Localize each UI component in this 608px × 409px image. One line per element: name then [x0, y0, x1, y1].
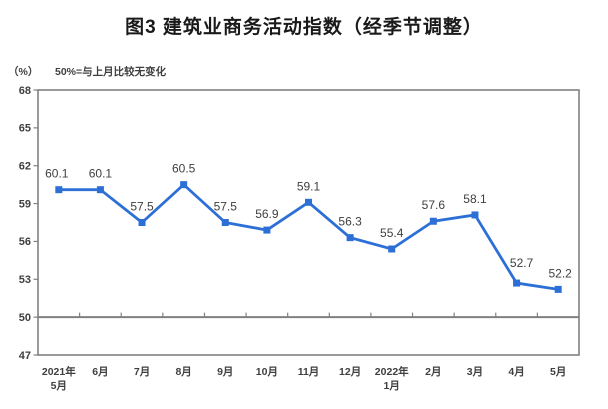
data-point-marker: [138, 219, 146, 226]
x-axis-tick-label: 8月: [175, 366, 191, 378]
x-axis-tick-label: 2021年 5月: [42, 365, 76, 392]
y-axis-tick-label: 68: [19, 85, 31, 97]
data-point-marker: [554, 285, 562, 293]
data-point-label: 56.9: [255, 207, 279, 221]
data-point-marker: [263, 226, 271, 234]
data-labels: 60.1 60.1 57.5 60.5 57.5 56.9 59.1 56.3 55.4 57.6…: [45, 162, 572, 281]
data-point-marker: [55, 186, 63, 194]
x-axis-tick-label: 10月: [256, 366, 278, 378]
y-axis-tick-label: 56: [19, 236, 31, 248]
plot-frame: [37, 89, 580, 356]
data-point-marker: [513, 279, 521, 287]
y-axis-unit-label: （%）: [8, 66, 39, 78]
data-point-label: 57.6: [422, 198, 446, 212]
data-point-marker: [388, 245, 396, 253]
baseline-axis: [38, 312, 579, 319]
x-axis-tick-label: 3月: [467, 366, 483, 378]
data-point-label: 59.1: [297, 179, 321, 193]
data-point-marker: [429, 217, 437, 225]
data-point-label: 55.4: [380, 226, 404, 240]
x-axis-tick-label: 7月: [134, 366, 150, 378]
y-axis: 47 50 53 56 59 62 65 68: [19, 85, 38, 362]
data-point-marker: [96, 186, 104, 194]
data-point-marker: [471, 211, 479, 219]
x-axis: 2021年 5月 6月 7月 8月 9月 10月 11月 12月 2022年 1月 2月 3月 4月 5月: [42, 365, 566, 392]
x-axis-tick-label: 6月: [92, 366, 108, 378]
data-point-label: 57.5: [214, 200, 238, 214]
chart-title: 图3 建筑业商务活动指数（经季节调整）: [125, 17, 483, 38]
y-axis-tick-label: 50: [19, 312, 31, 324]
data-point-marker: [221, 219, 229, 226]
data-point-marker: [180, 181, 188, 189]
x-axis-tick-label: 5月: [550, 366, 566, 378]
y-axis-tick-label: 53: [19, 274, 31, 286]
baseline-note: 50%=与上月比较无变化: [55, 66, 167, 78]
x-axis-tick-label: 2月: [425, 366, 441, 378]
data-point-label: 57.5: [130, 200, 154, 214]
line-chart-svg: 47 50 53 56 59 62 65 68 2021年 5月 6月 7月 8月 9月 10月 11月 12月…: [19, 85, 580, 392]
chart-plot-area: 47 50 53 56 59 62 65 68 2021年 5月 6月 7月 8月 9月 10月 11月 12月…: [0, 80, 608, 409]
y-axis-tick-label: 59: [19, 198, 31, 210]
data-point-marker: [346, 234, 354, 242]
y-axis-tick-label: 62: [19, 161, 31, 173]
x-axis-tick-label: 2022年 1月: [375, 365, 409, 392]
x-axis-tick-label: 11月: [298, 366, 320, 378]
data-point-label: 52.7: [510, 256, 534, 270]
data-point-label: 60.1: [89, 167, 113, 181]
data-point-label: 56.3: [338, 215, 362, 229]
y-axis-tick-label: 65: [19, 123, 31, 135]
data-point-marker: [305, 198, 312, 206]
x-axis-tick-label: 9月: [217, 366, 233, 378]
data-point-label: 60.5: [172, 162, 196, 176]
data-point-label: 52.2: [549, 266, 573, 280]
x-axis-tick-label: 12月: [339, 366, 361, 378]
data-point-label: 58.1: [463, 192, 487, 206]
data-point-label: 60.1: [45, 167, 69, 181]
series-markers: [55, 181, 562, 293]
x-axis-tick-label: 4月: [508, 366, 524, 378]
y-axis-tick-label: 47: [19, 350, 31, 362]
